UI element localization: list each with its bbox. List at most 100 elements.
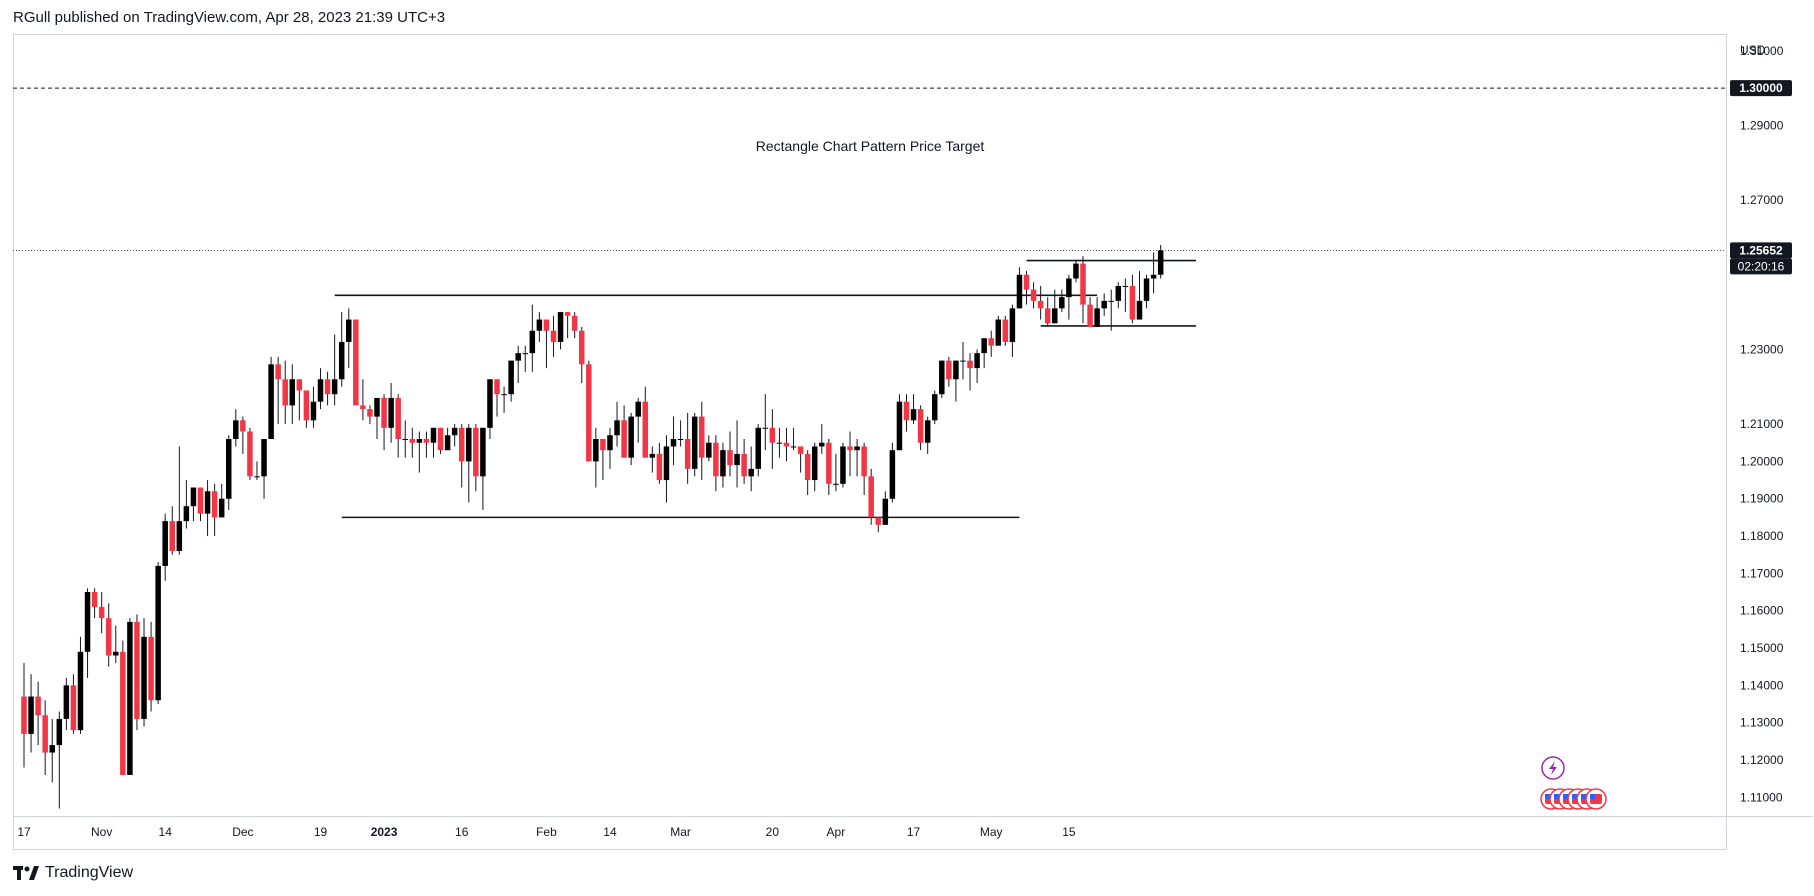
candle-body [614, 420, 620, 436]
candle-body [960, 360, 966, 362]
candle-body [367, 409, 373, 417]
price-axis-badge [1730, 242, 1792, 259]
candle-body [868, 476, 874, 518]
candle-body [776, 442, 783, 444]
candle-body [1023, 274, 1030, 290]
candle-body [282, 379, 288, 406]
candle-body [451, 427, 458, 436]
candle-body [1002, 319, 1009, 342]
price-tick-label: 1.11000 [1740, 790, 1783, 804]
candle-body [1080, 263, 1086, 305]
candle-body [77, 651, 84, 731]
bar-countdown-badge [1730, 258, 1792, 275]
candle-body [70, 685, 77, 731]
price-axis-currency: USD [1740, 43, 1766, 57]
candle-body [663, 446, 670, 481]
candle-body [727, 450, 733, 466]
candle-body [402, 438, 408, 440]
candle-body [261, 438, 267, 477]
candle-body [409, 438, 416, 443]
candle-body [557, 312, 564, 342]
candle-body [713, 442, 719, 477]
time-tick-label: 2023 [371, 825, 398, 839]
candle-body [896, 401, 903, 451]
candle-body [49, 745, 55, 753]
candle-body [529, 330, 536, 354]
candle-body [1059, 297, 1065, 309]
candle-body [240, 420, 246, 432]
candle-body [924, 420, 931, 443]
candle-body [155, 565, 161, 701]
candle-body [628, 416, 634, 458]
price-tick-label: 1.20000 [1740, 454, 1784, 468]
candle-body [536, 319, 543, 331]
candle-body [105, 618, 112, 656]
candle-body [826, 442, 832, 484]
candle-body [974, 353, 980, 369]
price-tick-label: 1.21000 [1740, 417, 1784, 431]
tradingview-brand-label: TradingView [45, 864, 134, 881]
candle-body [346, 319, 352, 342]
candle-body [593, 438, 599, 462]
candle-body [621, 420, 627, 458]
price-tick-label: 1.14000 [1740, 678, 1784, 692]
candle-body [543, 319, 550, 331]
candle-body [607, 435, 613, 451]
candle-body [769, 427, 776, 443]
candle-body [233, 420, 239, 439]
candle-body [1115, 285, 1122, 301]
candle-body [218, 498, 225, 518]
tradingview-brand: TradingView [13, 864, 133, 882]
candle-body [755, 427, 761, 469]
candle-body [204, 491, 211, 514]
candle-body [225, 438, 232, 499]
time-tick-label: Apr [827, 825, 846, 839]
candle-body [268, 364, 274, 439]
bar-countdown-label: 02:20:16 [1738, 259, 1785, 273]
candle-body [889, 450, 896, 499]
candle-body [338, 341, 345, 380]
candle-body [734, 453, 740, 466]
candle-body [953, 360, 959, 380]
candle-body [169, 521, 176, 551]
price-tick-label: 1.27000 [1740, 193, 1784, 207]
candle-body [649, 453, 656, 458]
candle-body [939, 360, 945, 395]
candle-body [444, 435, 451, 451]
time-tick-label: Dec [232, 825, 253, 839]
candle-body [550, 330, 557, 342]
candle-body [882, 498, 889, 525]
candle-body [1052, 308, 1058, 324]
candle-body [656, 453, 663, 481]
us-flag-canton [1572, 794, 1577, 799]
candle-body [310, 401, 317, 421]
price-axis-border [1726, 34, 1727, 850]
candle-body [466, 427, 472, 462]
candle-body [141, 636, 147, 719]
candle-body [720, 450, 726, 477]
time-tick-label: 19 [314, 825, 328, 839]
candle-body [480, 427, 486, 477]
candle-body [699, 416, 705, 458]
candle-body [1016, 274, 1023, 309]
candle-body [148, 636, 154, 701]
price-tick-label: 1.13000 [1740, 716, 1784, 730]
candle-body [931, 394, 938, 421]
tradingview-logo-icon [13, 866, 39, 880]
candle-body [35, 696, 41, 716]
candle-body [416, 438, 423, 443]
candle-body [1066, 278, 1072, 298]
candle-body [254, 476, 260, 478]
candle-body [967, 360, 973, 369]
candle-body [1030, 289, 1037, 301]
candle-body [360, 405, 366, 410]
candle-body [42, 715, 48, 753]
time-tick-label: 14 [159, 825, 173, 839]
candle-body [790, 446, 797, 448]
candle-body [903, 401, 910, 421]
candle-body [317, 379, 324, 402]
candle-body [120, 651, 126, 775]
time-axis-border [13, 816, 1813, 817]
price-tick-label: 1.18000 [1740, 529, 1784, 543]
